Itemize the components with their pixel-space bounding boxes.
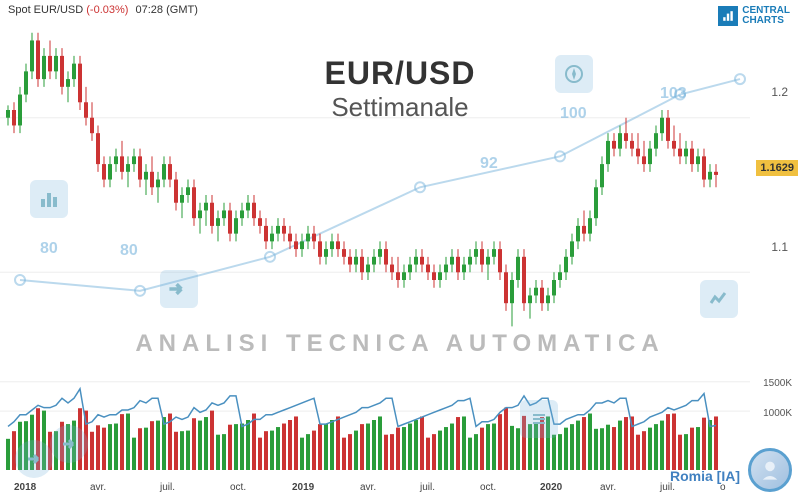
arrow-icon [160, 270, 198, 308]
list-icon [520, 400, 558, 438]
logo-text: CENTRALCHARTS [742, 6, 790, 26]
logo-icon [718, 6, 738, 26]
chart-icon [700, 280, 738, 318]
decor-icon [30, 180, 68, 218]
symbol-label: EUR/USD [324, 55, 475, 92]
decor-number: 80 [40, 240, 58, 258]
volume-chart-svg [0, 370, 750, 470]
decor-number: 80 [120, 242, 138, 260]
decor-number: 92 [480, 155, 498, 173]
x-axis: 2018 avr. juil. oct. 2019 avr. juil. oct. 2020 av… [0, 482, 750, 498]
decor-number: 103 [660, 85, 687, 103]
x-tick: 2020 [540, 482, 562, 493]
compass-icon [555, 55, 593, 93]
watermark-text: ANALISI TECNICA AUTOMATICA [135, 330, 664, 358]
y-tick: 1.1 [771, 240, 788, 254]
arrow-circle-icon [50, 425, 88, 463]
avatar-icon [748, 448, 792, 492]
logo: CENTRALCHARTS [718, 6, 790, 26]
chart-title: EUR/USD Settimanale [324, 55, 475, 123]
header-info: Spot EUR/USD (-0.03%) 07:28 (GMT) [8, 4, 198, 16]
x-tick: avr. [600, 482, 616, 493]
x-tick: oct. [230, 482, 246, 493]
instrument-label: Spot EUR/USD [8, 4, 83, 16]
romia-label: Romia [IA] [670, 468, 740, 484]
x-tick: 2018 [14, 482, 36, 493]
x-tick: oct. [480, 482, 496, 493]
x-tick: avr. [360, 482, 376, 493]
current-price-tag: 1.1629 [756, 160, 798, 176]
decor-number: 100 [560, 105, 587, 123]
timestamp: 07:28 (GMT) [136, 4, 198, 16]
x-tick: 2019 [292, 482, 314, 493]
x-tick: juil. [160, 482, 175, 493]
y-tick: 1.2 [771, 85, 788, 99]
period-label: Settimanale [324, 92, 475, 123]
arrow-circle-icon [15, 440, 53, 478]
vol-tick: 1000K [763, 408, 792, 419]
x-tick: juil. [420, 482, 435, 493]
vol-tick: 1500K [763, 378, 792, 389]
pct-change: (-0.03%) [86, 4, 128, 16]
x-tick: avr. [90, 482, 106, 493]
volume-chart [0, 370, 750, 470]
